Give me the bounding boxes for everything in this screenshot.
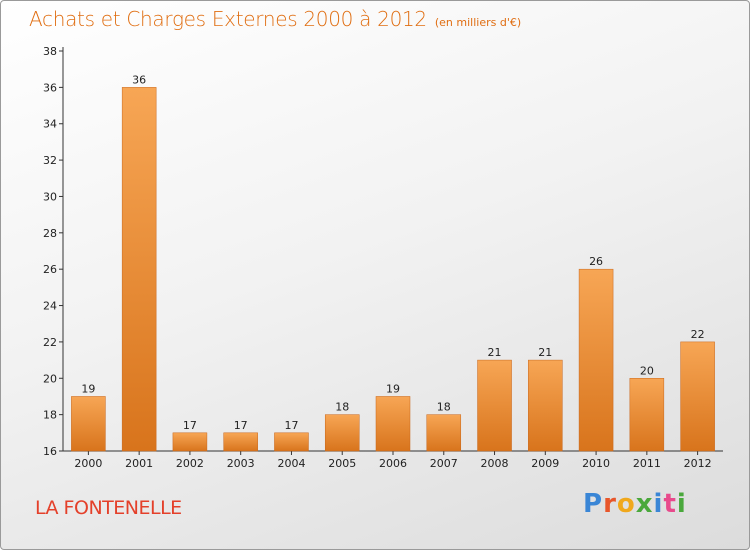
value-label-2000: 19 [81, 382, 95, 395]
value-label-2002: 17 [183, 419, 197, 432]
x-tick-label: 2007 [430, 457, 458, 470]
y-tick-label: 22 [43, 336, 57, 349]
x-tick-label: 2004 [277, 457, 305, 470]
y-tick-label: 24 [43, 300, 57, 313]
value-label-2006: 19 [386, 382, 400, 395]
data-labels: 19 36 17 17 17 18 19 18 21 21 26 20 22 [81, 73, 704, 431]
y-tick-label: 16 [43, 445, 57, 458]
bar-2007 [426, 414, 462, 452]
value-label-2008: 21 [488, 346, 502, 359]
bar-2005 [324, 414, 360, 452]
bar-2001 [121, 87, 157, 452]
proxiti-logo[interactable]: Proxiti [583, 489, 687, 519]
chart-title: Achats et Charges Externes 2000 à 2012 (e… [29, 7, 521, 31]
value-label-2001: 36 [132, 73, 146, 86]
y-tick-label: 28 [43, 227, 57, 240]
y-axis: 16 18 20 22 24 26 28 30 32 34 36 38 [43, 45, 64, 458]
bar-2012 [680, 341, 715, 452]
value-label-2011: 20 [640, 364, 654, 377]
bar-2002 [172, 432, 208, 452]
value-label-2007: 18 [437, 401, 451, 414]
bar-2010 [578, 268, 614, 452]
value-label-2005: 18 [335, 401, 349, 414]
y-tick-label: 32 [43, 154, 57, 167]
bar-2006 [375, 396, 411, 452]
chart-title-text: Achats et Charges Externes 2000 à 2012 [29, 7, 427, 31]
logo-letter: i [676, 489, 687, 519]
value-label-2004: 17 [284, 419, 298, 432]
logo-letter: o [616, 489, 636, 519]
x-tick-label: 2005 [328, 457, 356, 470]
x-tick-label: 2000 [74, 457, 102, 470]
x-axis: 2000 2001 2002 2003 2004 2005 2006 2007 2008 2009… [63, 450, 723, 470]
bar-2009 [528, 359, 563, 452]
value-label-2003: 17 [234, 419, 248, 432]
x-tick-label: 2009 [531, 457, 559, 470]
y-tick-label: 30 [43, 190, 57, 203]
chart-unit: (en milliers d'€) [434, 16, 522, 29]
value-label-2009: 21 [538, 346, 552, 359]
y-tick-label: 18 [43, 409, 57, 422]
value-label-2012: 22 [691, 328, 705, 341]
x-tick-label: 2002 [176, 457, 204, 470]
logo-letter: r [603, 489, 617, 519]
y-tick-label: 20 [43, 372, 57, 385]
bar-2000 [71, 396, 106, 452]
logo-letter: i [653, 489, 664, 519]
commune-name: LA FONTENELLE [35, 497, 182, 519]
y-tick-label: 36 [43, 81, 57, 94]
y-tick-label: 38 [43, 45, 57, 58]
x-tick-label: 2011 [633, 457, 661, 470]
bars [71, 87, 715, 452]
bar-2011 [629, 378, 665, 452]
logo-letter: t [663, 489, 677, 519]
bar-2003 [223, 432, 258, 452]
x-tick-label: 2012 [684, 457, 712, 470]
y-tick-label: 34 [43, 118, 57, 131]
x-tick-label: 2008 [481, 457, 509, 470]
x-tick-label: 2010 [582, 457, 610, 470]
x-tick-label: 2003 [227, 457, 255, 470]
logo-letter: P [583, 489, 604, 519]
value-label-2010: 26 [589, 255, 603, 268]
x-tick-label: 2006 [379, 457, 407, 470]
x-tick-label: 2001 [125, 457, 153, 470]
bar-2004 [274, 432, 309, 452]
bar-2008 [477, 359, 512, 452]
y-tick-label: 26 [43, 263, 57, 276]
logo-letter: x [635, 489, 654, 519]
